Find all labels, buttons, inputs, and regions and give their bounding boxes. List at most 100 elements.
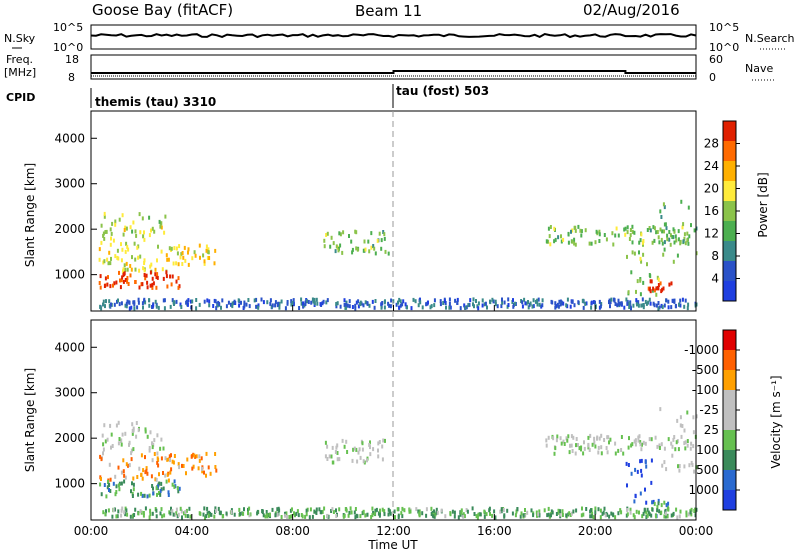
- heatmap-cell: [148, 446, 151, 450]
- heatmap-cell: [481, 298, 484, 303]
- heatmap-cell: [292, 301, 295, 306]
- heatmap-cell: [194, 253, 197, 258]
- heatmap-cell: [214, 509, 216, 514]
- heatmap-cell: [475, 299, 477, 303]
- heatmap-cell: [326, 513, 329, 518]
- heatmap-cell: [99, 454, 102, 459]
- heatmap-cell: [120, 470, 123, 475]
- heatmap-cell: [134, 507, 137, 512]
- heatmap-cell: [640, 458, 643, 463]
- heatmap-cell: [560, 300, 563, 305]
- heatmap-cell: [666, 233, 669, 238]
- colorbar-segment: [723, 241, 736, 261]
- heatmap-cell: [128, 463, 131, 468]
- heatmap-cell: [629, 510, 632, 515]
- heatmap-cell: [140, 510, 143, 515]
- heatmap-cell: [327, 514, 330, 519]
- heatmap-cell: [652, 286, 655, 291]
- heatmap-cell: [225, 304, 228, 309]
- heatmap-cell: [171, 509, 174, 514]
- heatmap-cell: [186, 302, 189, 307]
- heatmap-cell: [454, 298, 457, 303]
- heatmap-cell: [102, 442, 105, 447]
- heatmap-cell: [670, 281, 673, 286]
- heatmap-cell: [387, 251, 390, 256]
- heatmap-cell: [277, 506, 280, 511]
- heatmap-cell: [486, 305, 488, 310]
- heatmap-cell: [190, 454, 193, 459]
- heatmap-cell: [655, 514, 658, 519]
- heatmap-cell: [429, 305, 432, 310]
- colorbar-segment: [723, 470, 736, 490]
- heatmap-cell: [324, 454, 327, 459]
- heatmap-cell: [397, 300, 399, 305]
- heatmap-cell: [214, 506, 217, 511]
- heatmap-cell: [630, 443, 633, 448]
- heatmap-cell: [472, 302, 474, 307]
- heatmap-cell: [680, 434, 683, 439]
- heatmap-cell: [531, 304, 534, 309]
- heatmap-cell: [641, 240, 644, 245]
- heatmap-cell: [335, 508, 337, 513]
- y-tick-label: 3000: [54, 177, 85, 191]
- heatmap-cell: [159, 224, 162, 229]
- heatmap-cell: [642, 280, 645, 285]
- time-tick-label: 20:00: [578, 524, 613, 538]
- heatmap-cell: [148, 303, 151, 308]
- heatmap-cell: [203, 506, 206, 511]
- heatmap-cell: [658, 305, 661, 310]
- heatmap-cell: [637, 303, 640, 308]
- heatmap-cell: [192, 464, 195, 469]
- heatmap-cell: [617, 511, 620, 516]
- heatmap-cell: [672, 259, 675, 264]
- heatmap-cell: [159, 492, 162, 497]
- heatmap-cell: [171, 482, 174, 487]
- time-axis-label: Time UT: [367, 538, 418, 552]
- heatmap-cell: [204, 515, 206, 520]
- heatmap-cell: [372, 244, 375, 248]
- heatmap-cell: [682, 239, 685, 244]
- heatmap-cell: [332, 510, 335, 514]
- heatmap-cell: [614, 451, 617, 456]
- heatmap-cell: [177, 512, 180, 517]
- heatmap-cell: [168, 454, 171, 459]
- heatmap-cell: [692, 430, 695, 435]
- heatmap-cell: [305, 512, 308, 517]
- heatmap-cell: [134, 229, 137, 234]
- heatmap-cell: [637, 438, 640, 443]
- heatmap-cell: [112, 508, 115, 512]
- heatmap-cell: [100, 223, 103, 228]
- heatmap-cell: [515, 509, 518, 514]
- freq-panel-frame: [90, 54, 697, 80]
- heatmap-cell: [185, 471, 187, 476]
- heatmap-cell: [572, 509, 575, 514]
- heatmap-cell: [155, 486, 158, 491]
- time-tick-label: 16:00: [477, 524, 512, 538]
- heatmap-cell: [109, 227, 112, 232]
- heatmap-cell: [483, 302, 486, 307]
- heatmap-cell: [571, 228, 574, 233]
- heatmap-cell: [276, 512, 279, 517]
- heatmap-cell: [291, 507, 293, 512]
- heatmap-cell: [177, 489, 180, 494]
- heatmap-cell: [158, 219, 161, 224]
- heatmap-cell: [134, 280, 137, 284]
- heatmap-cell: [150, 228, 152, 233]
- heatmap-cell: [632, 303, 635, 308]
- heatmap-cell: [122, 458, 125, 463]
- heatmap-cell: [146, 494, 149, 499]
- heatmap-cell: [664, 222, 667, 227]
- heatmap-cell: [195, 454, 198, 459]
- heatmap-cell: [617, 448, 620, 453]
- heatmap-cell: [131, 255, 133, 260]
- heatmap-cell: [523, 297, 526, 302]
- heatmap-cell: [623, 227, 626, 232]
- heatmap-cell: [494, 515, 497, 520]
- time-axis: 00:00 04:00 08:00 12:00 16:00 20:00 00:00: [74, 305, 713, 538]
- heatmap-cell: [121, 506, 124, 511]
- heatmap-cell: [176, 514, 179, 519]
- heatmap-cell: [381, 301, 384, 305]
- heatmap-cell: [207, 247, 210, 252]
- heatmap-cell: [525, 301, 528, 306]
